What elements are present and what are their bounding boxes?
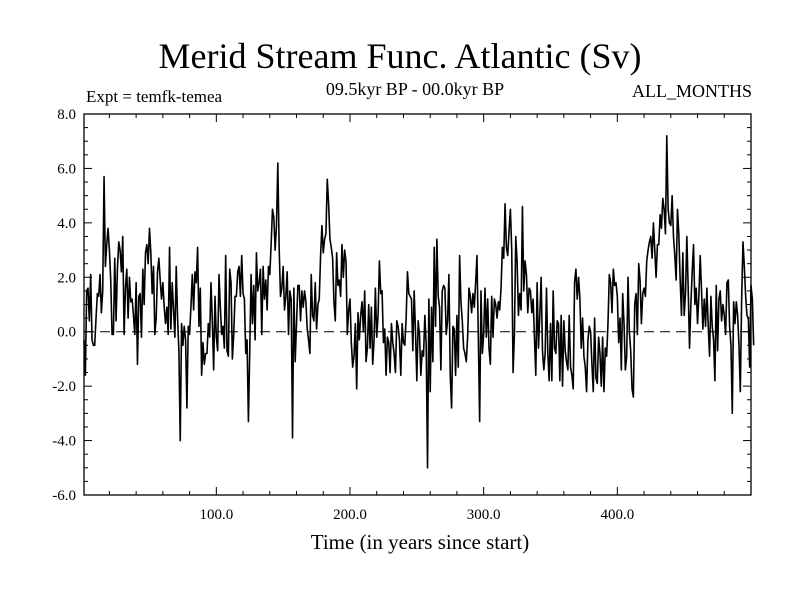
y-tick-label: 8.0 bbox=[57, 107, 76, 123]
y-tick-label: -2.0 bbox=[52, 379, 76, 395]
period-label: ALL_MONTHS bbox=[632, 81, 752, 101]
x-tick-label: 200.0 bbox=[333, 507, 367, 523]
x-tick-label: 100.0 bbox=[199, 507, 233, 523]
y-tick-label: 0.0 bbox=[57, 325, 76, 341]
chart-subtitle: 09.5kyr BP - 00.0kyr BP bbox=[325, 79, 505, 99]
y-tick-label: 4.0 bbox=[57, 216, 76, 232]
experiment-label: Expt = temfk-temea bbox=[86, 87, 223, 106]
y-tick-label: -6.0 bbox=[52, 488, 76, 504]
x-axis-label: Time (in years since start) bbox=[311, 530, 530, 554]
y-tick-label: 2.0 bbox=[57, 270, 76, 286]
x-tick-label: 300.0 bbox=[467, 507, 501, 523]
x-tick-label: 400.0 bbox=[600, 507, 634, 523]
y-tick-label: 6.0 bbox=[57, 161, 76, 177]
plot-frame bbox=[83, 113, 752, 496]
series-line bbox=[83, 134, 755, 469]
y-tick-label: -4.0 bbox=[52, 434, 76, 450]
chart-title: Merid Stream Func. Atlantic (Sv) bbox=[158, 36, 642, 76]
